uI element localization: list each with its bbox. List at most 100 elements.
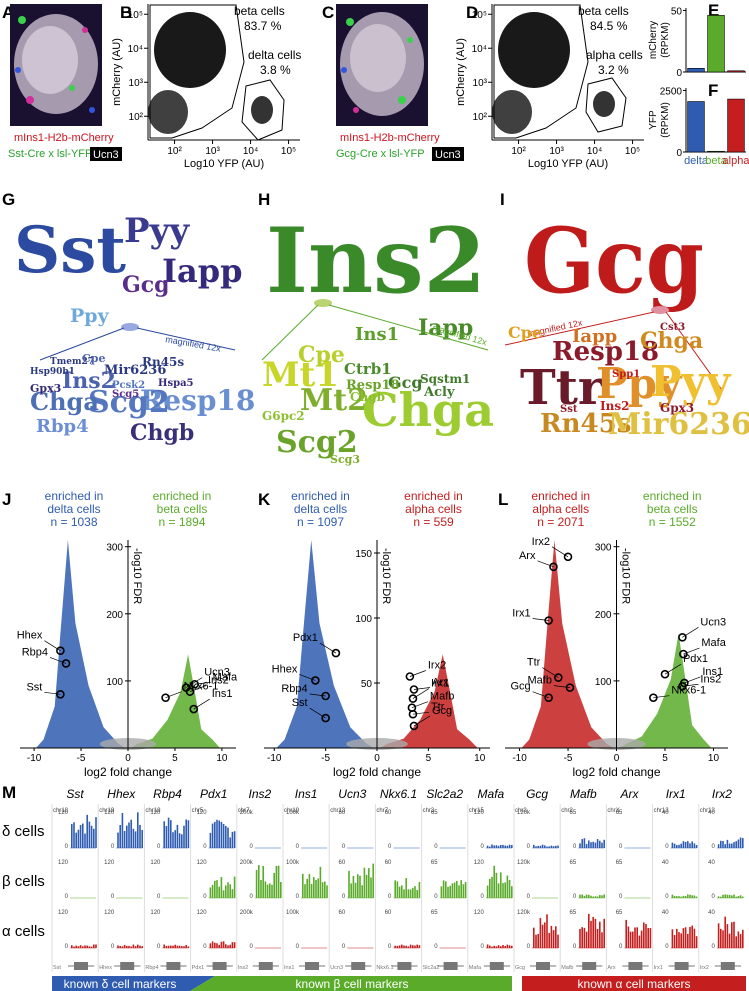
track-signal [132, 944, 135, 948]
track-signal [178, 833, 181, 848]
track-signal [86, 814, 88, 848]
panel-label: L [498, 490, 508, 509]
word: Sst [560, 404, 578, 415]
scale-label: 0 [157, 894, 161, 900]
chrom-label: chr15 [469, 808, 485, 814]
track-signal [533, 844, 535, 848]
track-signal [508, 945, 511, 948]
labeled-point [678, 681, 687, 691]
track-signal [214, 880, 216, 898]
track-signal [302, 873, 304, 898]
track-signal [590, 842, 592, 848]
bar [707, 150, 725, 153]
y-tick-label: 100 [595, 677, 612, 688]
track-signal [229, 837, 231, 848]
track-signal [579, 894, 581, 898]
track-signal [401, 944, 403, 948]
word-cloud: Sst Pyy Iapp Gcg Ppy magnified 12x Resp1… [14, 211, 255, 446]
track-signal [486, 944, 489, 948]
gene-name: Ins2 [249, 787, 272, 801]
track-signal [163, 944, 165, 948]
point-label: Pdx1 [683, 653, 708, 665]
panel-label: D [466, 3, 478, 22]
scale-label: 200k [240, 910, 254, 916]
banner [522, 976, 746, 991]
scale-label: 60 [385, 860, 392, 866]
track-signal [394, 880, 396, 898]
chrom-label: chr7 [376, 808, 388, 814]
gene-model-label: Pdx1 [192, 965, 205, 971]
scale-label: 0 [203, 944, 207, 950]
scale-label: 0 [157, 844, 161, 850]
track-signal [673, 843, 676, 848]
word: Resp18 [346, 378, 400, 393]
group-count: n = 1894 [158, 515, 205, 529]
scale-label: 0 [111, 844, 115, 850]
track-signal [361, 885, 363, 898]
point-label: Gcg [432, 705, 452, 717]
track-signal [403, 945, 405, 948]
track-signal [728, 933, 731, 948]
track-signal [497, 883, 500, 898]
point-label: Ttr [431, 701, 445, 713]
scale-label: 0 [619, 944, 623, 950]
x-tick-label: 10² [167, 146, 182, 157]
track-signal [119, 825, 121, 848]
track-signal [445, 881, 447, 898]
leader [553, 685, 571, 688]
track-signal [418, 945, 421, 948]
track-signal [172, 832, 174, 848]
caption: Ucn3 [93, 149, 119, 161]
labeled-point [190, 679, 199, 689]
word: Sqstm1 [420, 372, 470, 386]
track-signal [493, 945, 495, 948]
track-signal [596, 928, 599, 948]
track-signal [722, 894, 724, 898]
track-signal [535, 846, 537, 848]
labeled-point [56, 690, 65, 699]
y-tick-label: 50 [361, 679, 373, 690]
track-signal [255, 869, 258, 898]
point-label: Arx [519, 550, 536, 562]
track-signal [687, 894, 689, 898]
track-signal [592, 896, 594, 898]
track-signal [418, 882, 421, 898]
scale-label: 0 [65, 894, 69, 900]
y-axis-label: -log10 FDR [131, 548, 143, 604]
track-signal [506, 875, 509, 898]
x-tick-label: 5 [662, 753, 668, 764]
track-signal [489, 945, 491, 948]
gate-label: beta cells [578, 4, 629, 18]
track-signal [728, 843, 731, 848]
labeled-point [56, 646, 65, 656]
bar [687, 101, 705, 153]
x-tick-label: 0 [374, 753, 380, 764]
track-signal [671, 894, 674, 898]
track-signal [590, 920, 592, 948]
track-signal [71, 823, 73, 848]
track-signal [691, 925, 693, 948]
leader [194, 681, 211, 685]
track-signal [588, 840, 590, 848]
scale-label: 0 [388, 844, 392, 850]
track-signal [449, 885, 451, 898]
panel-label: B [120, 3, 132, 22]
gene-name: Hhex [107, 787, 136, 801]
point-label: Ins1 [702, 666, 723, 678]
track-signal [504, 882, 506, 898]
scale-label: 120k [517, 910, 531, 916]
x-tick-label: 10³ [205, 146, 220, 157]
track-signal [222, 890, 225, 898]
x-tick-label: 5 [426, 753, 432, 764]
track-signal [139, 945, 141, 948]
group-label: enriched in [291, 489, 350, 503]
word: Rbp4 [36, 416, 89, 437]
track-signal [546, 846, 548, 848]
track-signal [733, 842, 735, 848]
scale-label: 200k [240, 860, 254, 866]
gene-model-label: Ucn3 [330, 965, 343, 971]
point-label: Mafb [527, 675, 551, 687]
track-signal [227, 882, 229, 898]
point-label: Ttr [527, 657, 541, 669]
track-signal [370, 877, 372, 898]
